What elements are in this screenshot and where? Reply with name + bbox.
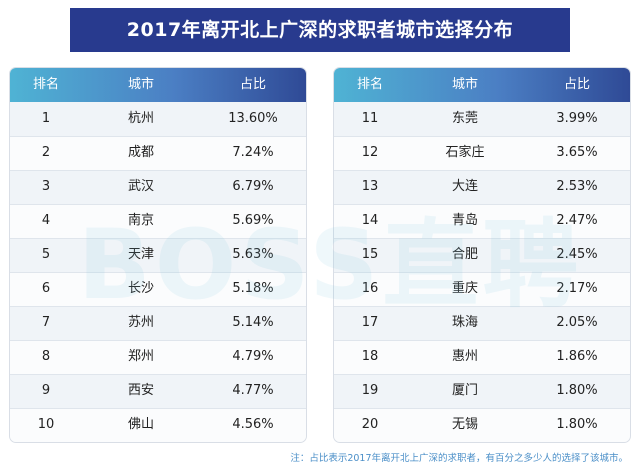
header-city: 城市	[127, 77, 154, 92]
city-cell: 西安	[127, 383, 154, 398]
footnote: 注：占比表示2017年离开北上广深的求职者，有百分之多少人的选择了该城市。	[290, 453, 628, 464]
table-row: 5 天津 5.63%	[10, 238, 306, 272]
table-row: 10 佛山 4.56%	[10, 408, 306, 442]
share-cell: 4.79%	[232, 349, 274, 364]
rank-cell: 3	[41, 179, 51, 194]
city-cell: 大连	[451, 179, 478, 194]
table-row: 6 长沙 5.18%	[10, 272, 306, 306]
share-cell: 3.65%	[556, 145, 598, 160]
table-row: 7 苏州 5.14%	[10, 306, 306, 340]
share-cell: 4.56%	[232, 417, 274, 432]
rank-cell: 19	[361, 383, 379, 398]
city-cell: 合肥	[451, 247, 478, 262]
table-header: 排名 城市 占比	[334, 68, 630, 102]
share-cell: 2.47%	[556, 213, 598, 228]
rank-cell: 20	[361, 417, 379, 432]
ranking-table-right: 排名 城市 占比 11 东莞 3.99% 12 石家庄 3.65% 13 大连 2.53% 14 青…	[334, 68, 630, 442]
table-row: 1 杭州 13.60%	[10, 102, 306, 136]
rank-cell: 11	[361, 111, 379, 126]
rank-cell: 4	[41, 213, 51, 228]
table-row: 14 青岛 2.47%	[334, 204, 630, 238]
share-cell: 7.24%	[232, 145, 274, 160]
rank-cell: 16	[361, 281, 379, 296]
city-cell: 青岛	[451, 213, 478, 228]
share-cell: 3.99%	[556, 111, 598, 126]
table-row: 8 郑州 4.79%	[10, 340, 306, 374]
city-cell: 石家庄	[445, 145, 485, 160]
share-cell: 5.18%	[232, 281, 274, 296]
rank-cell: 17	[361, 315, 379, 330]
table-row: 17 珠海 2.05%	[334, 306, 630, 340]
share-cell: 2.05%	[556, 315, 598, 330]
header-share: 占比	[563, 77, 590, 92]
header-rank: 排名	[356, 77, 383, 92]
table-body: 1 杭州 13.60% 2 成都 7.24% 3 武汉 6.79% 4 南京 5.69% 5 天津 5.63…	[10, 102, 306, 442]
rank-cell: 2	[41, 145, 51, 160]
rank-cell: 15	[361, 247, 379, 262]
table-row: 18 惠州 1.86%	[334, 340, 630, 374]
rank-cell: 9	[41, 383, 51, 398]
share-cell: 2.53%	[556, 179, 598, 194]
city-cell: 重庆	[451, 281, 478, 296]
rank-cell: 6	[41, 281, 51, 296]
city-cell: 珠海	[451, 315, 478, 330]
share-cell: 6.79%	[232, 179, 274, 194]
share-cell: 1.80%	[556, 383, 598, 398]
rank-cell: 1	[41, 111, 51, 126]
rank-cell: 12	[361, 145, 379, 160]
table-row: 2 成都 7.24%	[10, 136, 306, 170]
rank-cell: 14	[361, 213, 379, 228]
city-cell: 佛山	[127, 417, 154, 432]
share-cell: 5.63%	[232, 247, 274, 262]
table-row: 20 无锡 1.80%	[334, 408, 630, 442]
table-row: 12 石家庄 3.65%	[334, 136, 630, 170]
table-row: 3 武汉 6.79%	[10, 170, 306, 204]
city-cell: 无锡	[451, 417, 478, 432]
city-cell: 苏州	[127, 315, 154, 330]
table-body: 11 东莞 3.99% 12 石家庄 3.65% 13 大连 2.53% 14 青岛 2.47% 15 合…	[334, 102, 630, 442]
rank-cell: 5	[41, 247, 51, 262]
rank-cell: 8	[41, 349, 51, 364]
ranking-table-left: 排名 城市 占比 1 杭州 13.60% 2 成都 7.24% 3 武汉 6.79% 4 南京 5.6…	[10, 68, 306, 442]
table-row: 9 西安 4.77%	[10, 374, 306, 408]
city-cell: 厦门	[451, 383, 478, 398]
city-cell: 东莞	[451, 111, 478, 126]
table-row: 4 南京 5.69%	[10, 204, 306, 238]
share-cell: 13.60%	[228, 111, 278, 126]
table-row: 19 厦门 1.80%	[334, 374, 630, 408]
page-title: 2017年离开北上广深的求职者城市选择分布	[70, 8, 570, 52]
share-cell: 4.77%	[232, 383, 274, 398]
city-cell: 杭州	[127, 111, 154, 126]
share-cell: 1.86%	[556, 349, 598, 364]
share-cell: 2.17%	[556, 281, 598, 296]
header-share: 占比	[239, 77, 266, 92]
rank-cell: 13	[361, 179, 379, 194]
table-row: 11 东莞 3.99%	[334, 102, 630, 136]
city-cell: 成都	[127, 145, 154, 160]
city-cell: 南京	[127, 213, 154, 228]
share-cell: 2.45%	[556, 247, 598, 262]
table-row: 16 重庆 2.17%	[334, 272, 630, 306]
table-row: 15 合肥 2.45%	[334, 238, 630, 272]
city-cell: 惠州	[451, 349, 478, 364]
header-city: 城市	[451, 77, 478, 92]
city-cell: 武汉	[127, 179, 154, 194]
share-cell: 5.14%	[232, 315, 274, 330]
rank-cell: 18	[361, 349, 379, 364]
city-cell: 郑州	[127, 349, 154, 364]
table-header: 排名 城市 占比	[10, 68, 306, 102]
city-cell: 天津	[127, 247, 154, 262]
share-cell: 5.69%	[232, 213, 274, 228]
share-cell: 1.80%	[556, 417, 598, 432]
rank-cell: 7	[41, 315, 51, 330]
city-cell: 长沙	[127, 281, 154, 296]
header-rank: 排名	[32, 77, 59, 92]
table-row: 13 大连 2.53%	[334, 170, 630, 204]
rank-cell: 10	[37, 417, 55, 432]
